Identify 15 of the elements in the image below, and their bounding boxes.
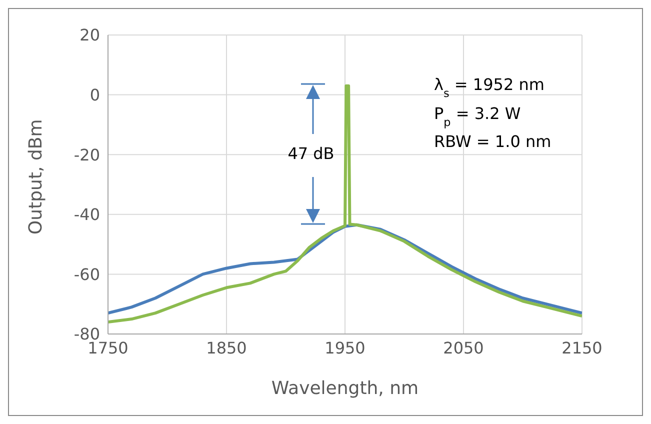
x-tick-label: 2150 xyxy=(562,338,602,358)
y-tick-label: -20 xyxy=(74,145,100,164)
x-tick-label: 1850 xyxy=(206,338,247,358)
x-tick-label: 1950 xyxy=(324,338,366,358)
x-axis-title: Wavelength, nm xyxy=(271,378,419,399)
y-axis-title: Output, dBm xyxy=(25,119,46,234)
annotation: 47 dB xyxy=(288,144,334,163)
y-tick-label: 0 xyxy=(90,85,100,104)
annotation: P$_{p}$ = 3.2 W xyxy=(434,104,521,128)
annotation: λ$_{s}$ = 1952 nm xyxy=(434,75,544,100)
y-tick-label: -60 xyxy=(74,264,100,284)
y-tick-label: 20 xyxy=(80,26,100,45)
x-tick-label: 2050 xyxy=(443,338,484,358)
y-tick-label: -40 xyxy=(74,205,100,224)
annotation: RBW = 1.0 nm xyxy=(434,132,552,151)
